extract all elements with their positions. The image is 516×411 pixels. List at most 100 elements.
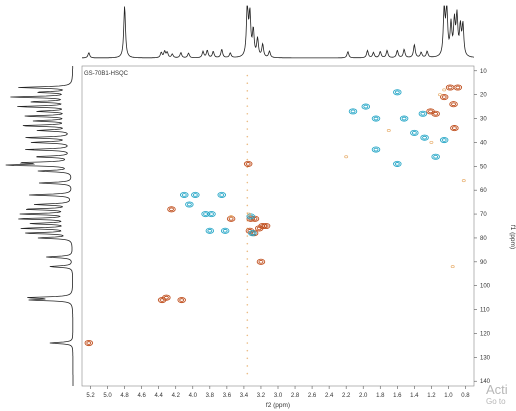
noise-point xyxy=(246,250,249,253)
noise-point xyxy=(246,273,249,276)
noise-point xyxy=(246,281,249,283)
positive-cross-peak xyxy=(226,215,236,222)
x-tick-label: 1.6 xyxy=(393,393,402,399)
noise-peak xyxy=(229,214,234,218)
noise-point xyxy=(246,349,249,352)
noise-point xyxy=(246,158,249,161)
f2-projection-trace xyxy=(82,5,474,59)
negative-cross-peak xyxy=(217,191,227,199)
negative-cross-peak xyxy=(399,115,409,122)
watermark-line2: Go to xyxy=(486,397,506,406)
y-tick-label: 100 xyxy=(480,284,491,290)
y-tick-label: 40 xyxy=(480,140,487,146)
noise-point xyxy=(246,189,249,191)
y-tick-label: 20 xyxy=(480,93,487,99)
negative-cross-peak xyxy=(191,191,200,199)
y-tick-label: 140 xyxy=(480,379,491,385)
noise-peak xyxy=(386,129,391,132)
negative-cross-peak xyxy=(361,103,371,110)
noise-point xyxy=(246,128,249,130)
f2-projection xyxy=(82,5,474,59)
noise-peak xyxy=(429,140,434,144)
negative-cross-peak xyxy=(371,115,381,122)
x-tick-label: 4.2 xyxy=(172,393,181,399)
y-tick-label: 30 xyxy=(480,117,487,123)
noise-point xyxy=(246,311,249,314)
negative-cross-peak xyxy=(205,227,215,234)
x-tick-label: 3.0 xyxy=(274,393,283,399)
positive-cross-peak xyxy=(167,206,176,213)
positive-cross-peak xyxy=(84,339,94,347)
noise-point xyxy=(246,288,249,291)
y-tick-label: 70 xyxy=(480,212,487,218)
negative-cross-peak xyxy=(207,211,216,218)
positive-cross-peak xyxy=(256,258,266,265)
noise-point xyxy=(246,235,249,237)
x-tick-label: 4.6 xyxy=(137,393,146,399)
positive-cross-peak xyxy=(177,296,186,304)
noise-point xyxy=(246,319,249,321)
y-axis: 10 20 30 40 50 60 70 80 90 100 110 120 130 140 xyxy=(474,69,491,385)
x-tick-label: 2.4 xyxy=(325,393,334,399)
peaks xyxy=(84,84,466,347)
noise-point xyxy=(246,242,249,245)
noise-point xyxy=(246,97,249,100)
noise-peak xyxy=(442,88,447,92)
positive-cross-peak xyxy=(453,84,463,91)
x-tick-label: 1.0 xyxy=(444,393,453,399)
noise-peak xyxy=(344,155,349,159)
x-tick-label: 1.4 xyxy=(410,393,419,399)
y-tick-label: 50 xyxy=(480,164,487,170)
negative-cross-peak xyxy=(371,146,381,153)
x-tick-label: 4.8 xyxy=(120,393,129,399)
noise-point xyxy=(246,82,249,84)
x-tick-label: 2.2 xyxy=(342,393,351,399)
y-tick-label: 10 xyxy=(480,69,487,75)
negative-cross-peak xyxy=(393,89,402,96)
noise-point xyxy=(246,74,249,77)
x-tick-label: 5.2 xyxy=(86,393,95,399)
noise-point xyxy=(246,112,249,115)
x-tick-label: 3.8 xyxy=(206,393,215,399)
noise-point xyxy=(246,135,249,138)
negative-cross-peak xyxy=(185,201,194,208)
x-tick-label: 3.6 xyxy=(223,393,232,399)
noise-point xyxy=(246,342,249,344)
x-tick-label: 1.8 xyxy=(376,393,385,399)
x-tick-label: 3.2 xyxy=(257,393,266,399)
noise-point xyxy=(246,197,249,199)
noise-point xyxy=(246,265,249,268)
y-axis-label: f1 (ppm) xyxy=(509,225,516,249)
noise-point xyxy=(246,334,249,337)
noise-point xyxy=(246,174,249,176)
noise-point xyxy=(246,326,249,329)
noise-point xyxy=(246,151,249,153)
x-axis-label: f2 (ppm) xyxy=(266,402,290,409)
x-tick-label: 2.8 xyxy=(291,393,300,399)
positive-cross-peak xyxy=(431,110,440,117)
x-tick-label: 1.2 xyxy=(427,393,436,399)
x-tick-label: 4.0 xyxy=(189,393,198,399)
x-axis: 5.2 5.0 4.8 4.6 4.4 4.2 4.0 3.8 3.6 3.4 3.2 3.0 2.8 2… xyxy=(86,386,470,399)
noise-point xyxy=(246,143,249,146)
x-tick-label: 5.0 xyxy=(103,393,112,399)
noise-peak xyxy=(437,93,442,97)
x-tick-label: 0.8 xyxy=(461,393,470,399)
y-tick-label: 80 xyxy=(480,236,487,242)
noise-point xyxy=(246,304,249,306)
y-tick-label: 90 xyxy=(480,260,487,266)
positive-cross-peak xyxy=(439,93,449,101)
noise-point xyxy=(246,258,249,260)
y-tick-label: 110 xyxy=(480,308,490,314)
negative-cross-peak xyxy=(180,191,189,199)
noise-peak xyxy=(461,179,466,183)
t1-noise-column xyxy=(246,74,249,375)
noise-point xyxy=(246,296,249,298)
negative-cross-peak xyxy=(420,134,429,141)
activation-watermark: Acti Go to xyxy=(486,383,516,411)
y-tick-label: 120 xyxy=(480,331,491,337)
negative-cross-peak xyxy=(220,227,230,234)
positive-cross-peak xyxy=(450,125,459,132)
negative-cross-peak xyxy=(410,129,419,136)
